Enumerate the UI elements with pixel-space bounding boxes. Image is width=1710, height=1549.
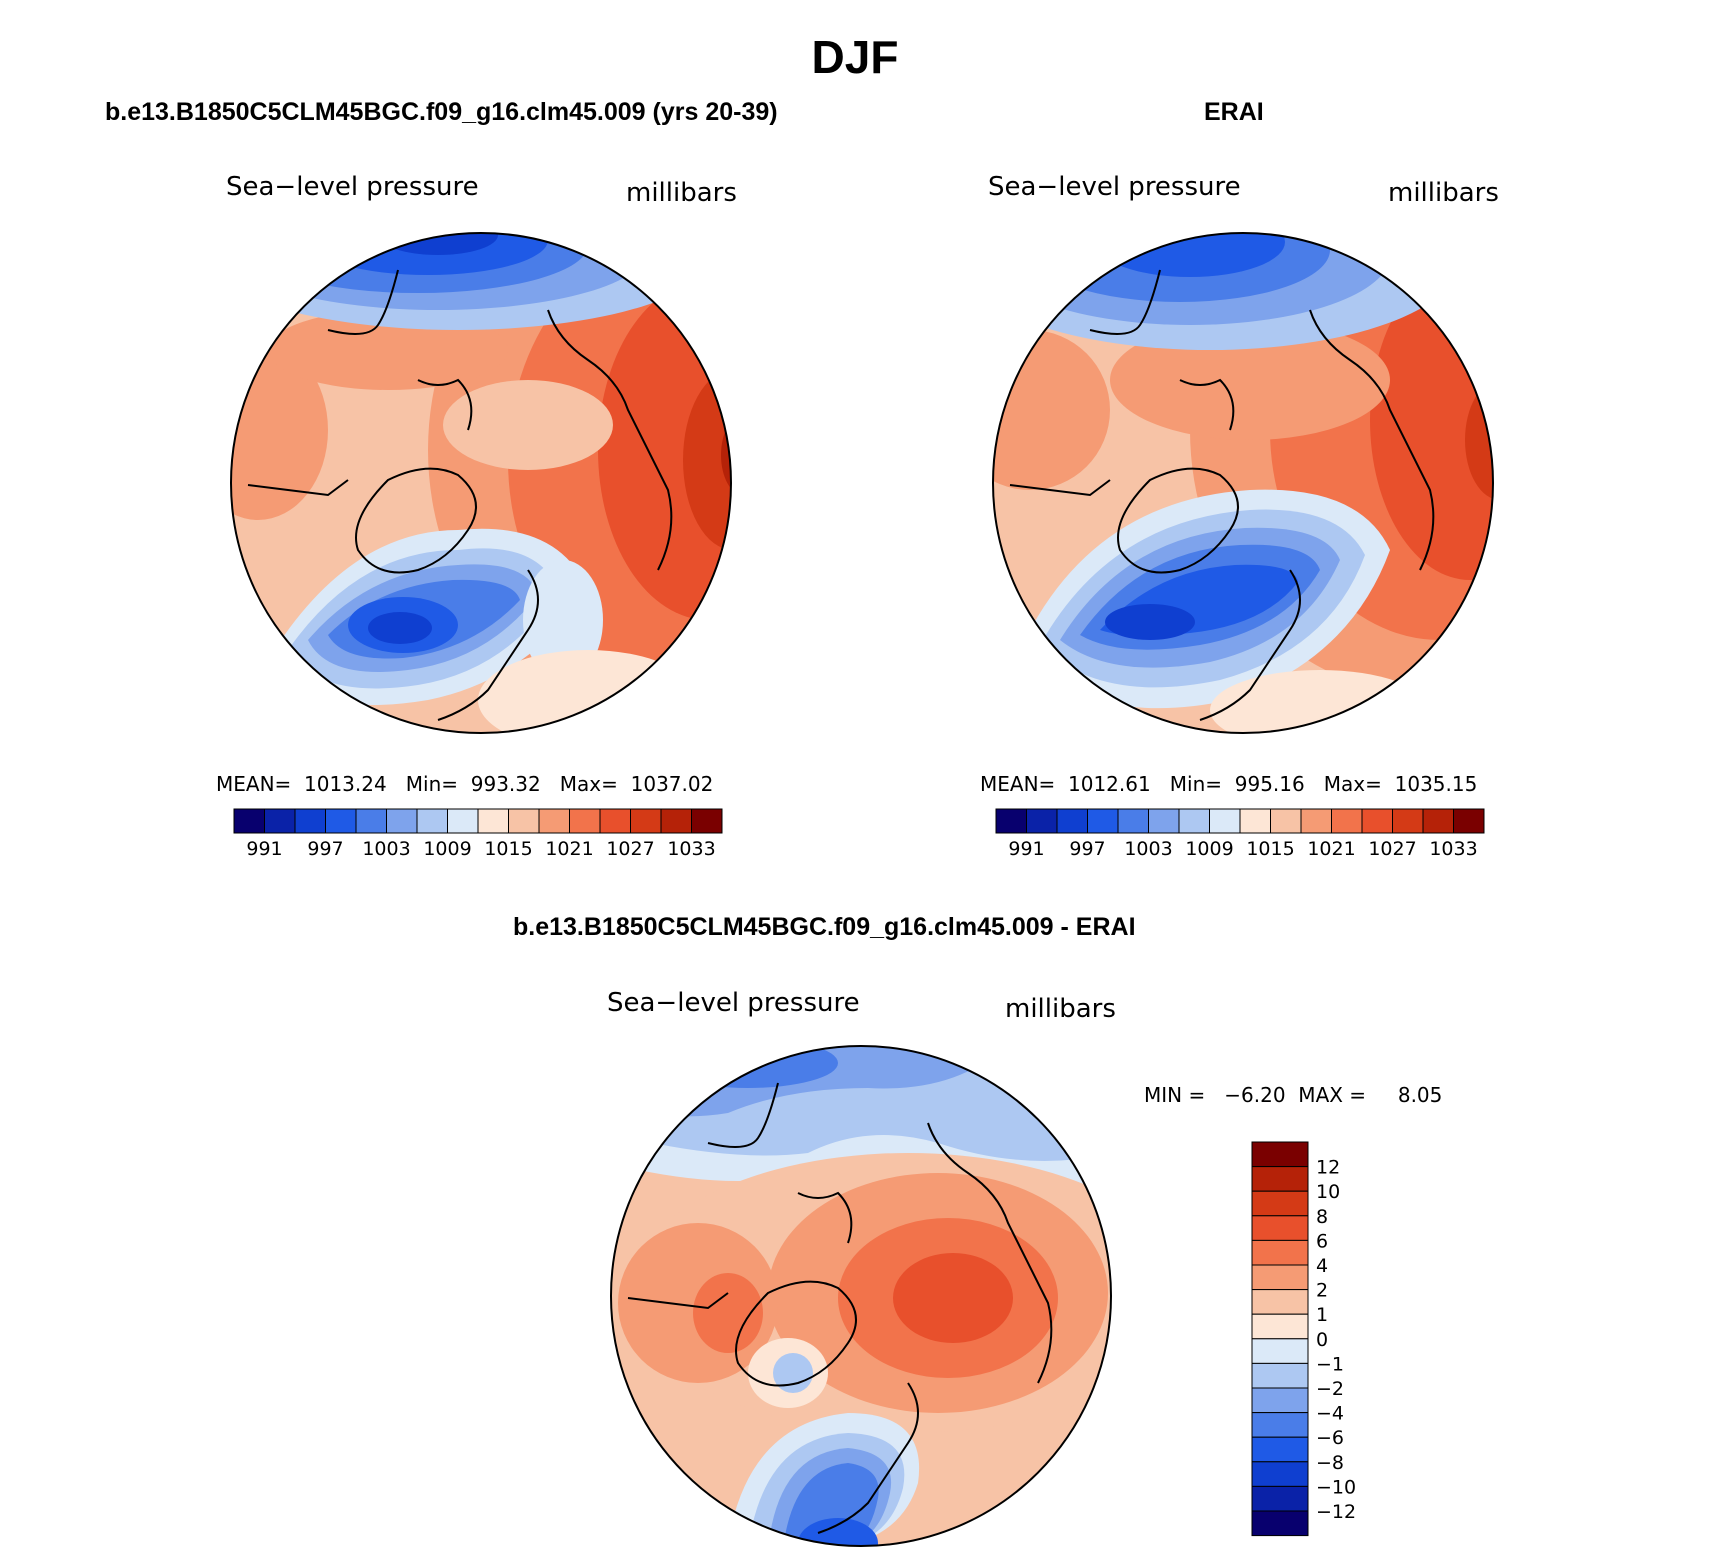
diff-colorbar-label: 12 <box>1316 1157 1340 1179</box>
model-colorbar: 991 997 1003 1009 1015 1021 1027 1033 <box>233 808 723 860</box>
diff-colorbar-swatch <box>1251 1436 1309 1463</box>
obs-colorbar-swatch <box>1178 808 1210 834</box>
model-colorbar-swatch <box>447 808 479 834</box>
diff-colorbar-swatch <box>1251 1461 1309 1487</box>
obs-colorbar-swatch <box>1056 808 1088 834</box>
diff-colorbar-swatch <box>1251 1239 1309 1266</box>
obs-colorbar-label: 1009 <box>1185 838 1233 860</box>
model-panel-title: b.e13.B1850C5CLM45BGC.f09_g16.clm45.009 … <box>105 98 778 126</box>
diff-panel-title: b.e13.B1850C5CLM45BGC.f09_g16.clm45.009 … <box>513 913 1136 941</box>
obs-variable-label: Sea−level pressure <box>988 172 1241 202</box>
obs-panel-title: ERAI <box>1204 98 1264 126</box>
diff-colorbar-swatch <box>1251 1166 1309 1192</box>
obs-colorbar-label: 1027 <box>1368 838 1416 860</box>
model-colorbar-swatch <box>416 808 448 834</box>
diff-colorbar-label: 6 <box>1316 1230 1328 1252</box>
diff-colorbar-label: 2 <box>1316 1280 1328 1302</box>
diff-stats: MIN = −6.20 MAX = 8.05 <box>1144 1083 1443 1107</box>
diff-variable-label: Sea−level pressure <box>607 988 860 1018</box>
obs-colorbar-label: 1033 <box>1429 838 1477 860</box>
model-colorbar-swatch <box>264 808 296 834</box>
model-colorbar-swatch <box>386 808 418 834</box>
diff-colorbar-swatch <box>1251 1313 1309 1340</box>
diff-colorbar-swatch <box>1251 1412 1309 1438</box>
obs-colorbar-swatch <box>1239 808 1271 834</box>
model-colorbar-swatch <box>477 808 509 834</box>
diff-colorbar-swatch <box>1251 1190 1309 1217</box>
model-units-label: millibars <box>626 178 737 208</box>
diff-colorbar-swatch <box>1251 1510 1309 1537</box>
model-colorbar-swatch <box>355 808 387 834</box>
obs-colorbar-swatch <box>1026 808 1058 834</box>
obs-colorbar-swatch <box>1270 808 1302 834</box>
obs-colorbar-swatch <box>1422 808 1454 834</box>
model-colorbar-label: 1033 <box>667 838 715 860</box>
diff-colorbar-label: 8 <box>1316 1206 1328 1228</box>
diff-colorbar-swatch <box>1251 1264 1309 1291</box>
obs-colorbar-label: 991 <box>1008 838 1044 860</box>
model-colorbar-swatch <box>660 808 692 834</box>
model-variable-label: Sea−level pressure <box>226 172 479 202</box>
diff-colorbar-label: −1 <box>1316 1353 1344 1375</box>
diff-colorbar-label: 0 <box>1316 1329 1328 1351</box>
diff-colorbar-label: 1 <box>1316 1304 1328 1326</box>
diff-colorbar-label: −8 <box>1316 1452 1344 1474</box>
model-colorbar-label: 1003 <box>362 838 410 860</box>
diff-colorbar-swatch <box>1251 1289 1309 1315</box>
obs-colorbar-swatch <box>1453 808 1485 834</box>
diff-colorbar-swatch <box>1251 1362 1309 1389</box>
diff-colorbar-label: −12 <box>1316 1501 1356 1523</box>
model-colorbar-swatch <box>294 808 326 834</box>
model-colorbar-label: 991 <box>246 838 282 860</box>
model-colorbar-swatch <box>508 808 540 834</box>
model-colorbar-swatch <box>538 808 570 834</box>
diff-colorbar-label: −4 <box>1316 1403 1344 1425</box>
diff-colorbar-swatch <box>1251 1387 1309 1414</box>
model-colorbar-swatch <box>233 808 265 834</box>
diff-colorbar-label: 4 <box>1316 1255 1328 1277</box>
diff-polar-map <box>610 1045 1112 1547</box>
diff-colorbar-swatch <box>1251 1141 1309 1168</box>
model-colorbar-swatch <box>569 808 601 834</box>
obs-colorbar-label: 1003 <box>1124 838 1172 860</box>
model-colorbar-swatch <box>599 808 631 834</box>
model-colorbar-swatch <box>630 808 662 834</box>
obs-colorbar-swatch <box>1392 808 1424 834</box>
obs-colorbar-label: 1015 <box>1246 838 1294 860</box>
model-colorbar-label: 997 <box>307 838 343 860</box>
diff-colorbar-swatch <box>1251 1485 1309 1512</box>
obs-colorbar-swatch <box>1361 808 1393 834</box>
diff-colorbar-swatch <box>1251 1338 1309 1364</box>
obs-stats: MEAN= 1012.61 Min= 995.16 Max= 1035.15 <box>980 772 1478 796</box>
model-stats: MEAN= 1013.24 Min= 993.32 Max= 1037.02 <box>216 772 714 796</box>
diff-colorbar-label: −2 <box>1316 1378 1344 1400</box>
model-colorbar-label: 1027 <box>606 838 654 860</box>
obs-units-label: millibars <box>1388 178 1499 208</box>
obs-colorbar-label: 1021 <box>1307 838 1355 860</box>
obs-colorbar-swatch <box>995 808 1027 834</box>
model-colorbar-swatch <box>325 808 357 834</box>
obs-colorbar-swatch <box>1117 808 1149 834</box>
figure-title: DJF <box>811 31 899 83</box>
diff-colorbar-swatch <box>1251 1215 1309 1241</box>
model-colorbar-label: 1021 <box>545 838 593 860</box>
obs-colorbar-swatch <box>1331 808 1363 834</box>
model-polar-map <box>230 232 732 734</box>
obs-colorbar-label: 997 <box>1069 838 1105 860</box>
diff-units-label: millibars <box>1005 994 1116 1024</box>
diff-colorbar-label: −6 <box>1316 1427 1344 1449</box>
obs-colorbar-swatch <box>1300 808 1332 834</box>
model-colorbar-label: 1009 <box>423 838 471 860</box>
obs-colorbar-swatch <box>1087 808 1119 834</box>
diff-colorbar-label: −10 <box>1316 1476 1356 1498</box>
obs-colorbar-swatch <box>1209 808 1241 834</box>
model-colorbar-label: 1015 <box>484 838 532 860</box>
model-colorbar-swatch <box>691 808 723 834</box>
obs-colorbar-swatch <box>1148 808 1180 834</box>
obs-polar-map <box>992 232 1494 734</box>
obs-colorbar: 991 997 1003 1009 1015 1021 1027 1033 <box>995 808 1485 860</box>
diff-colorbar-label: 10 <box>1316 1181 1340 1203</box>
